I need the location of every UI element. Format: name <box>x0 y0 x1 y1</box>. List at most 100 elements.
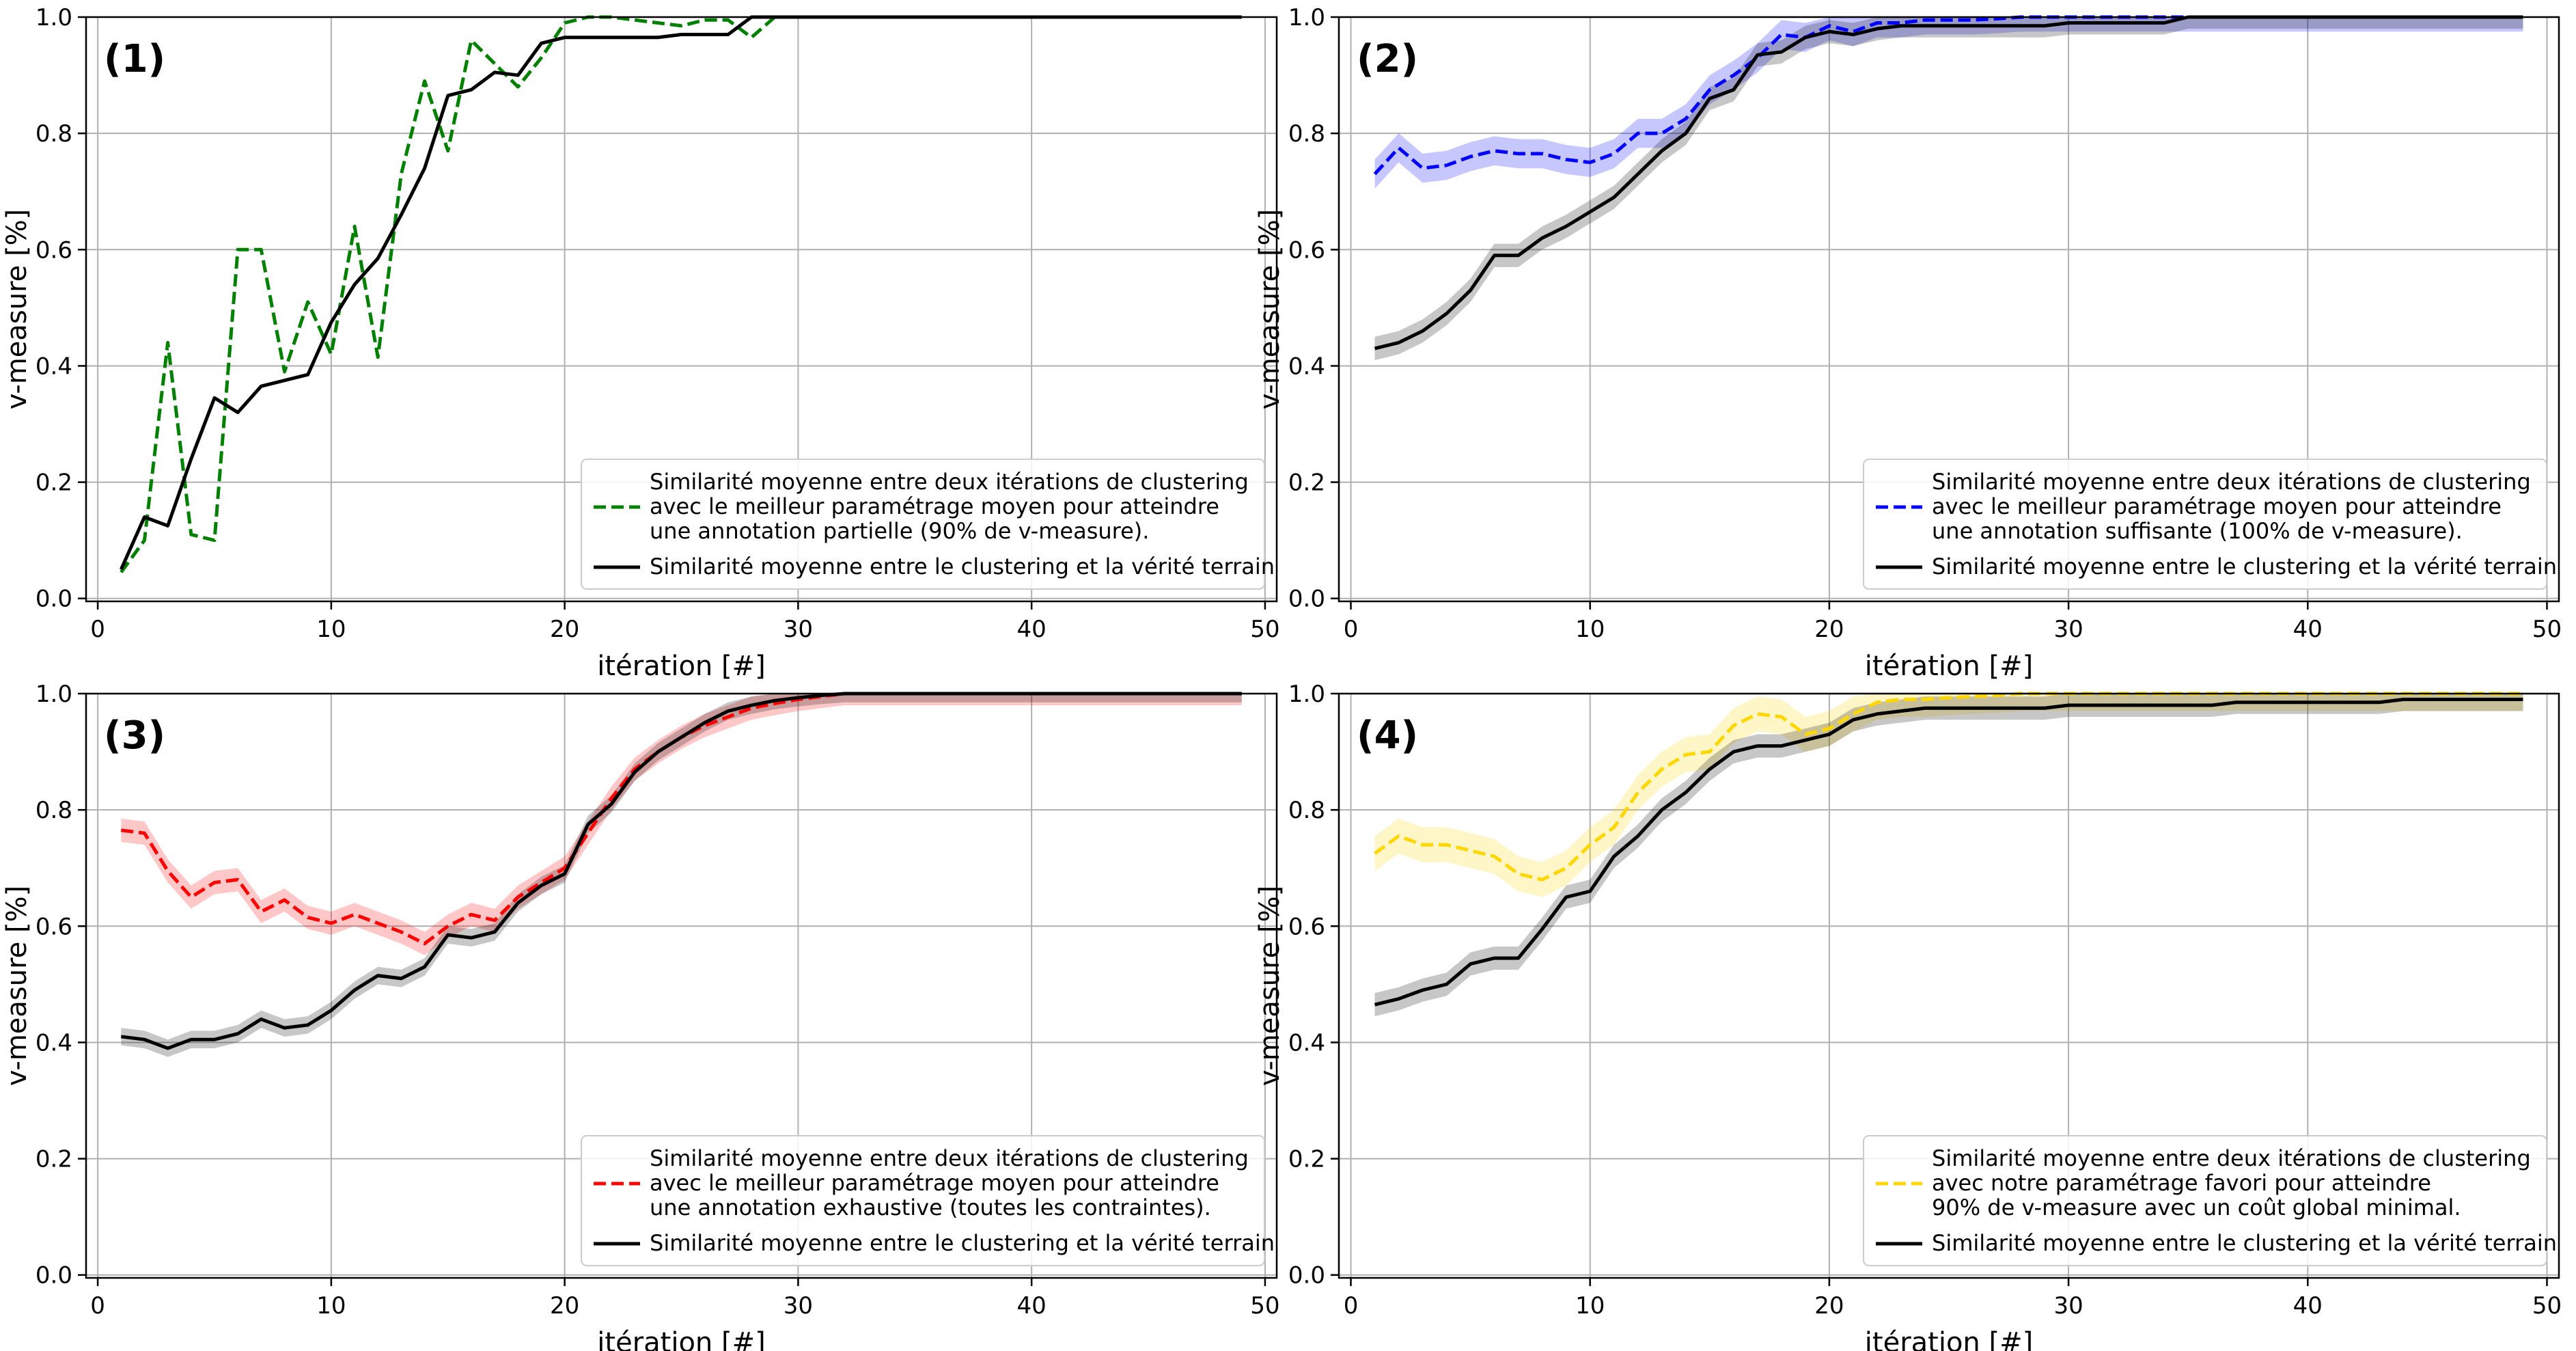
x-tick-label: 30 <box>784 616 813 643</box>
x-tick-label: 20 <box>550 1292 579 1320</box>
x-tick-label: 30 <box>2053 1292 2083 1320</box>
x-tick-label: 0 <box>1344 616 1359 643</box>
y-tick-label: 0.8 <box>36 797 72 824</box>
panel-label: (1) <box>104 37 165 81</box>
y-tick-label: 0.2 <box>36 469 72 497</box>
y-tick-label: 1.0 <box>1288 4 1325 31</box>
x-tick-label: 30 <box>2053 616 2083 643</box>
x-tick-label: 0 <box>90 616 105 643</box>
x-tick-label: 10 <box>316 616 346 643</box>
panel-1: 0 10 20 30 40 50 0.0 0.2 0.4 0.6 0.8 1.0 itération [… <box>1 4 1280 682</box>
x-tick-label: 40 <box>2293 616 2323 643</box>
legend-entry-1-text: Similarité moyenne entre deux itérations… <box>650 469 1249 495</box>
legend: Similarité moyenne entre deux itérations… <box>1863 459 2557 590</box>
y-tick-label: 0.8 <box>1288 120 1325 148</box>
panel-2: 0 10 20 30 40 50 0.0 0.2 0.4 0.6 0.8 1.0 itération [… <box>1254 4 2562 682</box>
legend-entry-1-text: avec le meilleur paramétrage moyen pour … <box>1932 493 2502 519</box>
y-tick-label: 0.0 <box>1288 586 1325 613</box>
y-tick-label: 0.6 <box>36 236 72 264</box>
x-tick-label: 50 <box>1250 616 1279 643</box>
y-tick-label: 0.2 <box>36 1146 72 1173</box>
y-tick-label: 0.8 <box>36 120 72 148</box>
legend: Similarité moyenne entre deux itérations… <box>1863 1135 2557 1266</box>
panel-label: (2) <box>1357 37 1418 81</box>
x-tick-label: 10 <box>1575 616 1605 643</box>
y-axis-label: v-measure [%] <box>1 209 33 409</box>
x-tick-label: 20 <box>550 616 579 643</box>
series-1-band <box>1374 694 2523 897</box>
y-tick-label: 0.0 <box>36 1262 72 1289</box>
x-tick-label: 40 <box>1017 616 1047 643</box>
legend-entry-1-text: Similarité moyenne entre deux itérations… <box>1932 469 2531 495</box>
x-tick-label: 10 <box>1575 1292 1605 1320</box>
legend-entry-2-text: Similarité moyenne entre le clustering e… <box>1932 1230 2557 1256</box>
legend-entry-1-text: 90% de v-measure avec un coût global min… <box>1932 1195 2461 1220</box>
plot-frame <box>1338 16 2560 603</box>
panel-label: (4) <box>1357 713 1418 758</box>
y-axis-label: v-measure [%] <box>1 886 33 1086</box>
legend-entry-1-text: avec le meilleur paramétrage moyen pour … <box>650 1170 1219 1196</box>
y-tick-label: 1.0 <box>36 4 72 31</box>
y-tick-label: 0.4 <box>36 353 72 380</box>
x-axis-label: itération [#] <box>1865 1327 2033 1351</box>
y-axis-label: v-measure [%] <box>1254 209 1286 409</box>
series-2-band <box>1374 17 2523 360</box>
x-tick-label: 30 <box>784 1292 813 1320</box>
x-tick-label: 0 <box>1344 1292 1359 1320</box>
y-axis-label: v-measure [%] <box>1254 886 1286 1086</box>
legend-entry-1-text: une annotation partielle (90% de v-measu… <box>650 518 1149 544</box>
series-1-line <box>1374 692 2523 882</box>
x-tick-label: 50 <box>2532 1292 2562 1320</box>
legend-box <box>581 459 1265 590</box>
x-tick-label: 20 <box>1814 1292 1844 1320</box>
y-tick-label: 0.0 <box>1288 1262 1325 1289</box>
x-tick-label: 0 <box>90 1292 105 1320</box>
legend-entry-2-text: Similarité moyenne entre le clustering e… <box>650 554 1275 579</box>
legend-box <box>581 1135 1265 1266</box>
legend-entry-1-text: Similarité moyenne entre deux itérations… <box>650 1145 1249 1171</box>
legend-entry-2-text: Similarité moyenne entre le clustering e… <box>650 1230 1275 1256</box>
y-tick-label: 0.8 <box>1288 797 1325 824</box>
series-2-band <box>1374 694 2523 1017</box>
y-tick-label: 1.0 <box>1288 681 1325 708</box>
panel-3: 0 10 20 30 40 50 0.0 0.2 0.4 0.6 0.8 1.0 itération [… <box>1 681 1280 1351</box>
legend: Similarité moyenne entre deux itérations… <box>581 459 1275 590</box>
legend-entry-1-text: une annotation suffisante (100% de v-mea… <box>1932 518 2463 544</box>
x-axis-label: itération [#] <box>1865 651 2033 682</box>
x-axis-label: itération [#] <box>597 1327 765 1351</box>
series-1-band <box>121 694 1242 955</box>
legend-entry-2-text: Similarité moyenne entre le clustering e… <box>1932 554 2557 579</box>
x-tick-label: 40 <box>1017 1292 1047 1320</box>
plot-frame <box>1338 692 2560 1279</box>
x-tick-label: 20 <box>1814 616 1844 643</box>
legend-entry-1-text: avec notre paramétrage favori pour attei… <box>1932 1170 2431 1196</box>
y-tick-label: 0.4 <box>1288 353 1325 380</box>
legend-entry-1-text: une annotation exhaustive (toutes les co… <box>650 1195 1211 1220</box>
series-2-line <box>1374 698 2523 1007</box>
x-tick-label: 10 <box>316 1292 346 1320</box>
panel-4: 0 10 20 30 40 50 0.0 0.2 0.4 0.6 0.8 1.0 itération [… <box>1254 681 2562 1351</box>
y-tick-label: 0.2 <box>1288 469 1325 497</box>
y-tick-label: 0.4 <box>36 1029 72 1056</box>
x-axis-label: itération [#] <box>597 651 765 682</box>
y-tick-label: 0.6 <box>1288 236 1325 264</box>
x-tick-label: 50 <box>1250 1292 1279 1320</box>
y-tick-label: 0.6 <box>1288 913 1325 940</box>
legend-entry-1-text: Similarité moyenne entre deux itérations… <box>1932 1145 2531 1171</box>
legend-box <box>1863 1135 2547 1266</box>
panel-label: (3) <box>104 713 165 758</box>
y-tick-label: 0.2 <box>1288 1146 1325 1173</box>
y-tick-label: 0.4 <box>1288 1029 1325 1056</box>
x-tick-label: 50 <box>2532 616 2562 643</box>
series-1-band <box>1374 17 2523 189</box>
y-tick-label: 1.0 <box>36 681 72 708</box>
legend-box <box>1863 459 2547 590</box>
series-2-line <box>1374 15 2523 351</box>
plot-frame <box>85 692 1278 1279</box>
plot-frame <box>85 16 1278 603</box>
legend-entry-1-text: avec le meilleur paramétrage moyen pour … <box>650 493 1219 519</box>
legend: Similarité moyenne entre deux itérations… <box>581 1135 1275 1266</box>
y-tick-label: 0.6 <box>36 913 72 940</box>
x-tick-label: 40 <box>2293 1292 2323 1320</box>
